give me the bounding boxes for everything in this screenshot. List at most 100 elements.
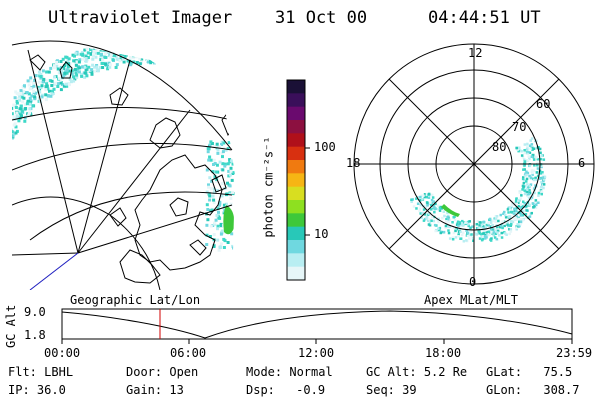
polar-emission-pixel xyxy=(519,223,522,226)
map-emission-pixel xyxy=(124,39,127,42)
map-emission-pixel xyxy=(147,39,150,42)
map-emission-pixel xyxy=(27,83,31,87)
map-emission-pixel xyxy=(15,115,19,119)
polar-emission-pixel xyxy=(489,225,493,228)
map-emission-pixel xyxy=(29,99,33,103)
map-emission-pixel xyxy=(104,56,108,59)
map-emission-pixel xyxy=(132,60,136,64)
polar-emission-pixel xyxy=(503,232,507,235)
polar-label-70: 70 xyxy=(512,120,527,134)
polar-emission-pixel xyxy=(423,195,427,199)
polar-emission-pixel xyxy=(525,204,528,208)
map-emission-pixel xyxy=(63,71,67,75)
map-emission-pixel xyxy=(228,158,232,162)
map-emission-pixel xyxy=(125,53,128,57)
map-emission-pixel xyxy=(94,51,98,55)
map-emission-pixel xyxy=(109,45,112,46)
polar-emission-pixel xyxy=(515,226,519,229)
map-emission-pixel xyxy=(156,55,160,59)
map-emission-pixel xyxy=(115,50,119,53)
map-emission-pixel xyxy=(0,145,3,148)
polar-emission-pixel xyxy=(419,212,422,215)
timeline-left-title: Geographic Lat/Lon xyxy=(70,293,201,307)
map-emission-pixel xyxy=(209,158,213,162)
polar-emission-pixel xyxy=(492,231,496,234)
map-emission-pixel xyxy=(230,232,234,236)
map-emission-pixel xyxy=(59,88,63,92)
polar-emission-pixel xyxy=(522,200,525,203)
map-emission-pixel xyxy=(163,46,167,50)
map-emission-pixel xyxy=(84,68,88,72)
map-emission-pixel xyxy=(228,160,232,164)
map-emission-pixel xyxy=(186,48,189,52)
polar-emission-pixel xyxy=(508,232,511,236)
polar-emission-pixel xyxy=(418,207,422,210)
polar-emission-pixel xyxy=(521,188,524,191)
map-emission-pixel xyxy=(186,45,190,48)
map-emission-pixel xyxy=(176,52,180,56)
polar-emission-pixel xyxy=(416,202,420,205)
polar-emission-pixel xyxy=(506,220,509,224)
map-emission-pixel xyxy=(119,56,123,60)
polar-emission-pixel xyxy=(422,208,426,211)
map-emission-pixel xyxy=(171,41,174,44)
map-emission-pixel xyxy=(0,162,1,165)
polar-emission-pixel xyxy=(522,181,526,185)
polar-emission-pixel xyxy=(508,228,511,231)
map-emission-pixel xyxy=(14,90,18,94)
map-emission-pixel xyxy=(0,158,3,161)
map-emission-pixel xyxy=(44,85,48,89)
polar-emission-pixel xyxy=(524,216,528,219)
polar-emission-pixel xyxy=(488,231,492,234)
map-emission-pixel xyxy=(221,168,225,172)
map-emission-pixel xyxy=(217,248,221,252)
polar-emission-pixel xyxy=(444,224,448,228)
map-emission-pixel xyxy=(216,224,220,228)
polar-emission-pixel xyxy=(461,223,465,227)
map-emission-pixel xyxy=(75,73,79,77)
map-emission-pixel xyxy=(41,69,45,73)
polar-emission-pixel xyxy=(530,169,534,172)
map-emission-pixel xyxy=(185,50,189,54)
map-emission-pixel xyxy=(3,130,6,133)
map-emission-pixel xyxy=(210,179,214,183)
map-emission-pixel xyxy=(216,207,220,211)
polar-emission-pixel xyxy=(478,230,481,233)
map-emission-pixel xyxy=(21,92,25,96)
map-emission-pixel xyxy=(227,141,231,145)
map-emission-pixel xyxy=(199,49,202,53)
map-emission-pixel xyxy=(1,116,4,119)
timeline-ytick-bottom: 1.8 xyxy=(24,328,46,342)
polar-emission-pixel xyxy=(532,155,535,159)
map-emission-pixel xyxy=(7,97,10,100)
polar-emission-pixel xyxy=(519,212,523,216)
map-emission-pixel xyxy=(220,140,224,144)
map-emission-pixel xyxy=(131,56,135,60)
polar-emission-pixel xyxy=(508,219,511,222)
map-emission-pixel xyxy=(182,46,186,50)
map-emission-pixel xyxy=(156,53,160,57)
polar-emission-pixel xyxy=(527,150,530,154)
polar-emission-pixel xyxy=(523,158,526,161)
map-emission-pixel xyxy=(135,53,139,57)
map-emission-pixel xyxy=(113,45,117,46)
map-emission-pixel xyxy=(180,57,183,61)
polar-diagonal-2 xyxy=(388,78,560,250)
map-emission-pixel xyxy=(138,41,141,44)
map-emission-pixel xyxy=(231,190,235,194)
polar-emission-pixel xyxy=(527,199,530,202)
polar-emission-pixel xyxy=(484,237,487,240)
map-emission-pixel xyxy=(64,82,68,86)
polar-emission-pixel xyxy=(454,229,457,233)
polar-emission-pixel xyxy=(508,215,512,218)
polar-emission-pixel xyxy=(540,190,543,193)
polar-emission-pixel xyxy=(430,208,433,211)
map-emission-pixel xyxy=(213,187,216,191)
polar-emission-pixel xyxy=(478,224,481,227)
map-emission-pixel xyxy=(206,150,210,154)
map-emission-pixel xyxy=(132,45,136,48)
map-emission-pixel xyxy=(175,42,178,45)
map-emission-pixel xyxy=(34,91,37,95)
map-emission-pixel xyxy=(177,45,181,48)
map-emission-pixel xyxy=(90,70,94,74)
